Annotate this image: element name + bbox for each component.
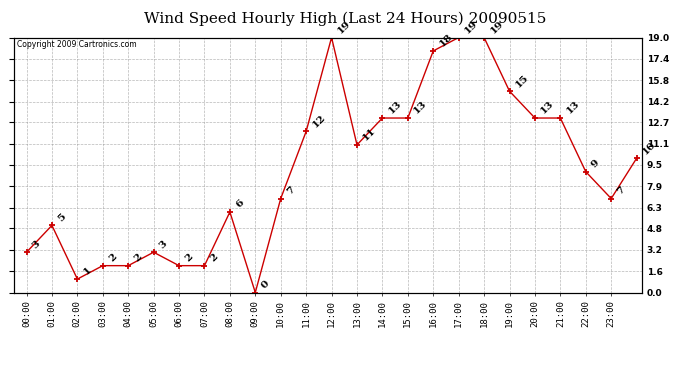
Text: 11: 11: [361, 126, 377, 143]
Text: 1: 1: [81, 266, 93, 277]
Text: 13: 13: [412, 99, 428, 116]
Text: 7: 7: [615, 185, 627, 196]
Text: 13: 13: [386, 99, 403, 116]
Text: 13: 13: [564, 99, 581, 116]
Text: 19: 19: [336, 19, 353, 35]
Text: 9: 9: [590, 158, 602, 170]
Text: Wind Speed Hourly High (Last 24 Hours) 20090515: Wind Speed Hourly High (Last 24 Hours) 2…: [144, 11, 546, 26]
Text: 5: 5: [56, 212, 68, 223]
Text: 19: 19: [463, 19, 480, 35]
Text: Copyright 2009 Cartronics.com: Copyright 2009 Cartronics.com: [17, 40, 137, 49]
Text: 7: 7: [285, 185, 297, 196]
Text: 19: 19: [489, 19, 505, 35]
Text: 12: 12: [310, 112, 327, 129]
Text: 3: 3: [158, 238, 169, 250]
Text: 6: 6: [234, 198, 246, 210]
Text: 10: 10: [641, 140, 658, 156]
Text: 2: 2: [184, 252, 195, 264]
Text: 2: 2: [208, 252, 220, 264]
Text: 2: 2: [132, 252, 144, 264]
Text: 2: 2: [107, 252, 119, 264]
Text: 15: 15: [513, 72, 530, 89]
Text: 13: 13: [539, 99, 555, 116]
Text: 18: 18: [437, 32, 454, 49]
Text: 3: 3: [30, 238, 42, 250]
Text: 0: 0: [259, 279, 271, 290]
